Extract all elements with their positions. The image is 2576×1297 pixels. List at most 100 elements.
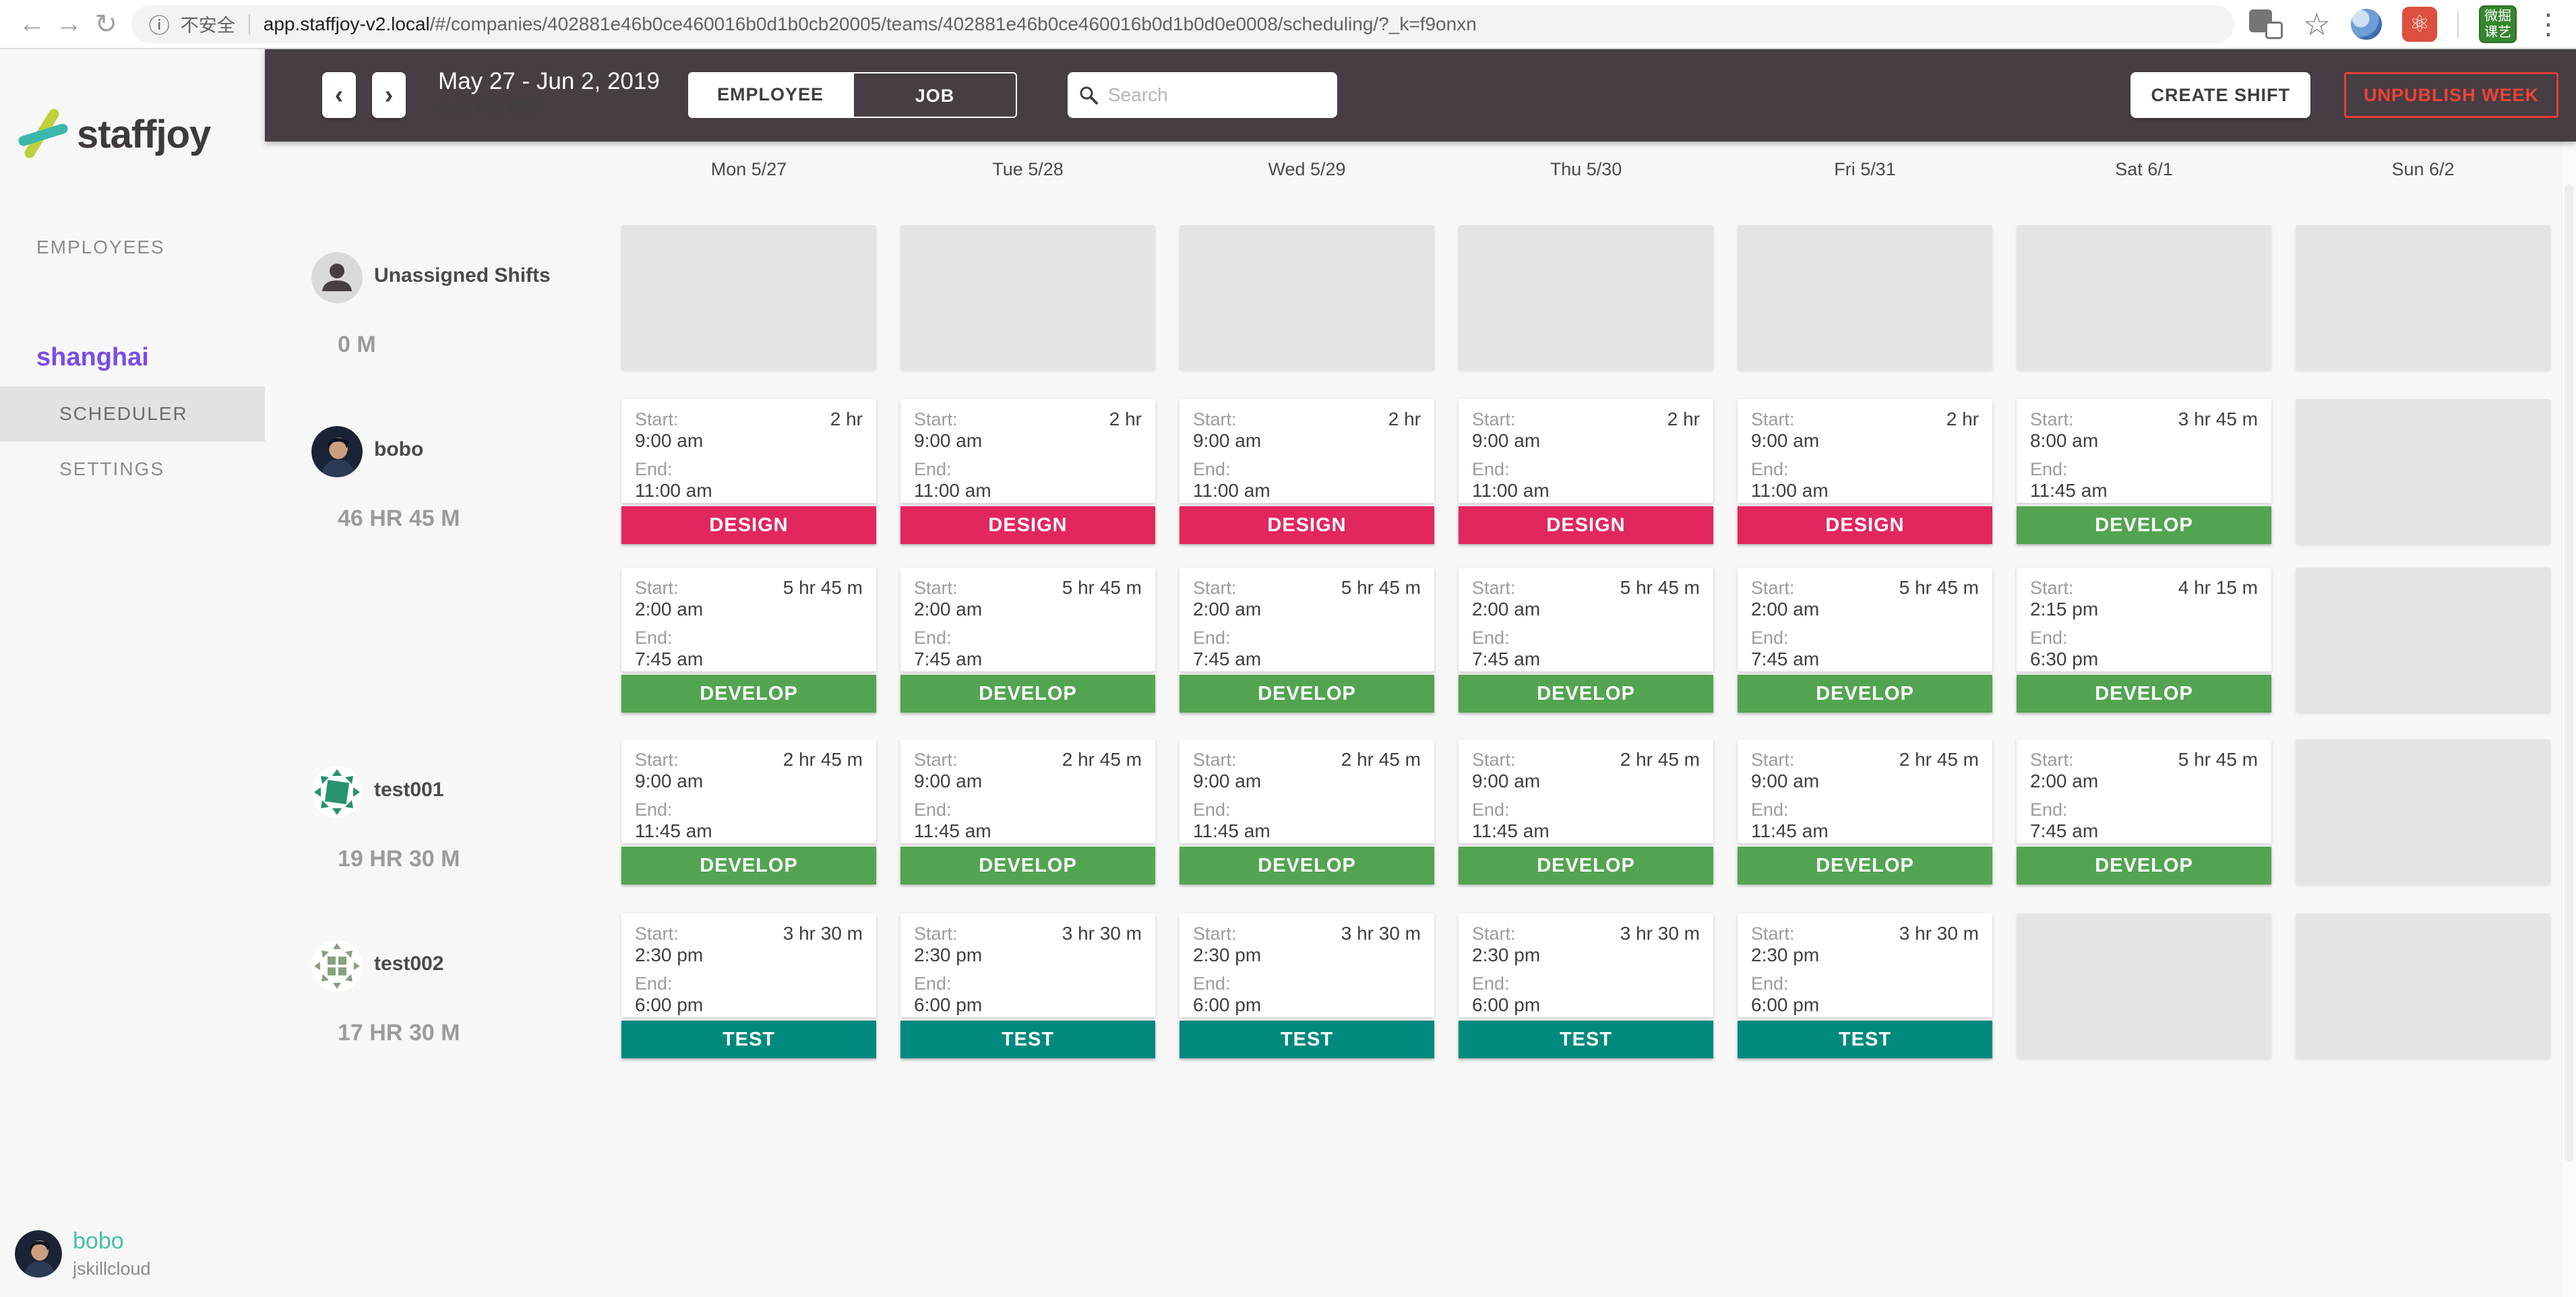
shift-card[interactable]: Start: 8:00 am End: 11:45 am 3 hr 45 m DEVELO…: [2017, 399, 2271, 544]
browser-back-icon[interactable]: ←: [18, 9, 46, 38]
shift-duration: 5 hr 45 m: [2178, 749, 2258, 770]
shift-card[interactable]: Start: 2:30 pm End: 6:00 pm 3 hr 30 m TEST: [1179, 913, 1434, 1058]
shift-card[interactable]: Start: 2:00 am End: 7:45 am 5 hr 45 m DEVELOP: [2017, 740, 2271, 884]
browser-reload-icon[interactable]: ↻: [94, 9, 118, 39]
shift-job-label[interactable]: DESIGN: [1738, 506, 1992, 544]
shift-job-label[interactable]: DESIGN: [621, 506, 876, 544]
shift-job-label[interactable]: DESIGN: [1179, 506, 1434, 544]
shift-job-label[interactable]: TEST: [1179, 1021, 1434, 1058]
scrollbar-thumb[interactable]: [2565, 184, 2573, 1162]
row-avatar: [311, 766, 363, 818]
shift-job-label[interactable]: DESIGN: [1459, 506, 1713, 544]
shift-end-label: End:: [2030, 800, 2068, 820]
shift-end-label: End:: [1193, 459, 1231, 479]
shift-job-label[interactable]: DEVELOP: [1459, 847, 1713, 884]
staffjoy-logo[interactable]: staffjoy: [18, 109, 211, 160]
shift-card[interactable]: Start: 9:00 am End: 11:00 am 2 hr DESIGN: [621, 399, 876, 544]
translate-icon[interactable]: [2248, 9, 2283, 39]
sidebar-user[interactable]: bobo jskillcloud: [15, 1228, 151, 1279]
shift-start-label: Start:: [914, 578, 958, 598]
shift-job-label[interactable]: TEST: [1459, 1021, 1713, 1058]
extension-seal-icon[interactable]: 微掘课艺: [2478, 5, 2517, 43]
shift-card[interactable]: Start: 2:00 am End: 7:45 am 5 hr 45 m DEVELOP: [621, 568, 876, 713]
sidebar: staffjoy EMPLOYEES shanghai SCHEDULER SE…: [0, 49, 265, 1297]
shift-card[interactable]: Start: 9:00 am End: 11:45 am 2 hr 45 m DEVELO…: [1738, 740, 1992, 884]
shift-card[interactable]: Start: 2:30 pm End: 6:00 pm 3 hr 30 m TEST: [900, 913, 1155, 1058]
shift-job-label[interactable]: DEVELOP: [621, 675, 876, 713]
shift-job-label[interactable]: DEVELOP: [1738, 675, 1992, 713]
page-info-icon[interactable]: ⓘ: [148, 14, 170, 38]
toggle-job[interactable]: JOB: [853, 72, 1017, 118]
create-shift-button[interactable]: CREATE SHIFT: [2130, 72, 2310, 118]
shift-card[interactable]: Start: 2:00 am End: 7:45 am 5 hr 45 m DEVELOP: [1179, 568, 1434, 713]
search-input[interactable]: [1108, 84, 1310, 106]
sidebar-team-name[interactable]: shanghai: [36, 343, 149, 371]
row-avatar: [311, 252, 363, 303]
shift-card[interactable]: Start: 2:30 pm End: 6:00 pm 3 hr 30 m TEST: [1738, 913, 1992, 1058]
shift-start-time: 9:00 am: [635, 771, 704, 791]
browser-forward-icon[interactable]: →: [55, 9, 83, 38]
shift-start-time: 9:00 am: [1472, 430, 1541, 451]
shift-card[interactable]: Start: 2:15 pm End: 6:30 pm 4 hr 15 m DEVELOP: [2017, 568, 2271, 713]
shift-card[interactable]: Start: 2:00 am End: 7:45 am 5 hr 45 m DEVELOP: [1738, 568, 1992, 713]
sidebar-item-settings[interactable]: SETTINGS: [59, 458, 165, 479]
shift-start-label: Start:: [1751, 750, 1795, 770]
shift-job-label[interactable]: DEVELOP: [900, 675, 1155, 713]
next-week-button[interactable]: ›: [372, 72, 406, 118]
bookmark-star-icon[interactable]: ☆: [2302, 6, 2331, 42]
shift-job-label[interactable]: DEVELOP: [1179, 675, 1434, 713]
shift-end-label: End:: [1472, 459, 1510, 479]
shift-card[interactable]: Start: 9:00 am End: 11:45 am 2 hr 45 m DEVELO…: [621, 740, 876, 884]
main-content: ‹ › May 27 - Jun 2, 2019 5:43 PM CST EMP…: [265, 49, 2576, 1297]
shift-duration: 2 hr: [1388, 409, 1421, 429]
shift-card[interactable]: Start: 9:00 am End: 11:00 am 2 hr DESIGN: [1459, 399, 1713, 544]
shift-job-label[interactable]: DEVELOP: [2017, 847, 2271, 884]
shift-card[interactable]: Start: 9:00 am End: 11:00 am 2 hr DESIGN: [900, 399, 1155, 544]
search-box[interactable]: [1068, 72, 1337, 118]
shift-duration: 5 hr 45 m: [1620, 577, 1700, 598]
shift-job-label[interactable]: TEST: [900, 1021, 1155, 1058]
day-header: Wed 5/29: [1268, 159, 1346, 179]
shift-job-label[interactable]: DEVELOP: [1179, 847, 1434, 884]
shift-card[interactable]: Start: 2:00 am End: 7:45 am 5 hr 45 m DEVELOP: [1459, 568, 1713, 713]
shift-card[interactable]: Start: 2:30 pm End: 6:00 pm 3 hr 30 m TEST: [621, 913, 876, 1058]
shift-job-label[interactable]: DEVELOP: [621, 847, 876, 884]
shift-end-label: End:: [1472, 628, 1510, 648]
shift-card[interactable]: Start: 2:00 am End: 7:45 am 5 hr 45 m DEVELOP: [900, 568, 1155, 713]
shift-job-label[interactable]: DEVELOP: [1738, 847, 1992, 884]
extension-blue-icon[interactable]: [2350, 8, 2382, 40]
address-bar[interactable]: ⓘ 不安全 app.staffjoy-v2.local /#/companies…: [131, 5, 2234, 43]
browser-menu-icon[interactable]: ⋮: [2534, 8, 2563, 40]
shift-job-label[interactable]: DEVELOP: [1459, 675, 1713, 713]
day-header: Fri 5/31: [1834, 159, 1896, 179]
shift-card[interactable]: Start: 9:00 am End: 11:00 am 2 hr DESIGN: [1738, 399, 1992, 544]
shift-end-time: 11:45 am: [635, 820, 712, 841]
empty-shift-slot: [900, 225, 1155, 370]
shift-start-label: Start:: [2030, 750, 2074, 770]
unpublish-week-button[interactable]: UNPUBLISH WEEK: [2343, 72, 2558, 118]
shift-job-label[interactable]: TEST: [621, 1021, 876, 1058]
shift-card[interactable]: Start: 9:00 am End: 11:45 am 2 hr 45 m DEVELO…: [900, 740, 1155, 884]
prev-week-button[interactable]: ‹: [322, 72, 356, 118]
extension-atom-icon[interactable]: ⚛: [2401, 6, 2437, 42]
shift-job-label[interactable]: TEST: [1738, 1021, 1992, 1058]
shift-card[interactable]: Start: 2:30 pm End: 6:00 pm 3 hr 30 m TEST: [1459, 913, 1713, 1058]
toggle-employee[interactable]: EMPLOYEE: [688, 72, 853, 118]
shift-job-label[interactable]: DEVELOP: [2017, 675, 2271, 713]
schedule-row: test002 17 HR 30 M Start: 2:30 pm End: 6:00 p…: [265, 913, 2576, 1058]
shift-job-label[interactable]: DESIGN: [900, 506, 1155, 544]
shift-start-time: 9:00 am: [1472, 771, 1541, 791]
shift-card[interactable]: Start: 9:00 am End: 11:45 am 2 hr 45 m DEVELO…: [1179, 740, 1434, 884]
sidebar-item-scheduler[interactable]: SCHEDULER: [0, 386, 265, 442]
shift-card[interactable]: Start: 9:00 am End: 11:00 am 2 hr DESIGN: [1179, 399, 1434, 544]
row-total-hours: 19 HR 30 M: [338, 846, 460, 872]
row-total-hours: 46 HR 45 M: [338, 506, 460, 531]
shift-job-label[interactable]: DEVELOP: [900, 847, 1155, 884]
shift-duration: 3 hr 45 m: [2178, 409, 2258, 429]
shift-job-label[interactable]: DEVELOP: [2017, 506, 2271, 544]
shift-card[interactable]: Start: 9:00 am End: 11:45 am 2 hr 45 m DEVELO…: [1459, 740, 1713, 884]
page-scrollbar[interactable]: [2561, 49, 2576, 1297]
shift-start-time: 9:00 am: [635, 430, 704, 451]
day-header: Mon 5/27: [710, 159, 787, 179]
sidebar-item-employees[interactable]: EMPLOYEES: [36, 237, 165, 258]
